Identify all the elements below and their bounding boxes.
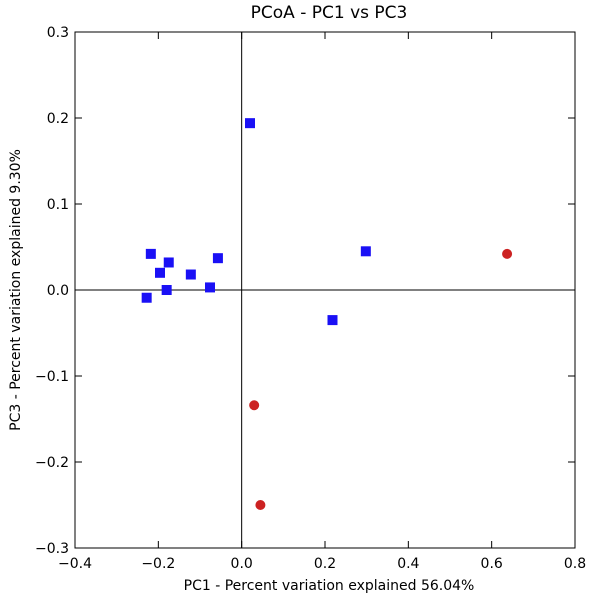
y-tick-label: 0.0: [47, 283, 69, 299]
y-tick-label: −0.3: [35, 541, 69, 557]
square-point: [245, 118, 255, 129]
x-tick-label: −0.4: [58, 556, 92, 572]
y-tick-label: 0.2: [47, 111, 69, 127]
square-point: [163, 257, 174, 268]
y-tick-label: −0.2: [35, 455, 69, 471]
square-point: [161, 285, 172, 295]
x-tick-label: 0.4: [397, 556, 419, 572]
x-axis-label: PC1 - Percent variation explained 56.04%: [184, 578, 475, 594]
x-tick-label: 0.8: [564, 556, 586, 572]
x-tick-label: −0.2: [141, 556, 175, 572]
y-tick-label: 0.3: [47, 25, 69, 41]
square-point: [145, 248, 156, 259]
axes: −0.4 −0.2 0.0 0.2 0.4 0.6 0.8 −0.3 −0.2 −0.1 0.0 0.…: [35, 25, 586, 572]
circle-point: [502, 248, 513, 259]
chart-title: PCoA - PC1 vs PC3: [251, 3, 408, 23]
square-point: [212, 253, 223, 264]
data-points: [141, 118, 513, 510]
y-tick-label: 0.1: [47, 197, 69, 213]
square-point: [360, 246, 371, 257]
x-tick-label: 0.2: [314, 556, 336, 572]
square-point: [185, 269, 196, 280]
square-point: [155, 267, 165, 278]
x-tick-label: 0.0: [231, 556, 253, 572]
y-axis-label: PC3 - Percent variation explained 9.30%: [8, 149, 24, 431]
x-tick-label: 0.6: [481, 556, 503, 572]
square-point: [205, 282, 215, 293]
circle-point: [255, 500, 266, 510]
y-tick-label: −0.1: [35, 369, 69, 385]
square-point: [327, 315, 338, 326]
circle-point: [249, 400, 260, 411]
square-point: [141, 292, 152, 303]
